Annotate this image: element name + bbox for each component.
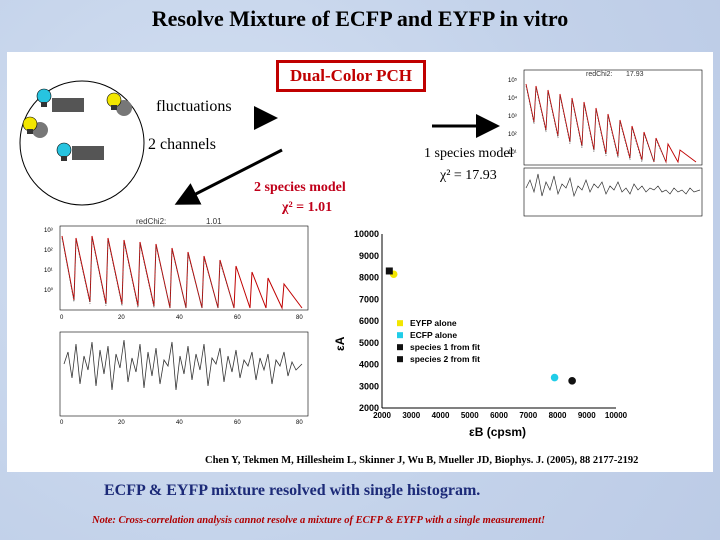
plot-two-tick: 10¹ (44, 268, 53, 274)
slide-title: Resolve Mixture of ECFP and EYFP in vitr… (151, 6, 569, 31)
plot-two-xtick: 40 (176, 315, 183, 321)
plot-two-xtick: 80 (296, 315, 303, 321)
plot-two-xtick: 80 (296, 420, 303, 424)
y-axis-label: εA (333, 336, 347, 351)
x-tick-label: 10000 (605, 411, 628, 420)
summary-text: ECFP & EYFP mixture resolved with single… (104, 482, 481, 499)
y-tick-label: 4000 (359, 360, 379, 370)
one-species-chi: χ² = 17.93 (440, 168, 497, 183)
detector-icon-1 (36, 88, 84, 112)
x-tick-label: 7000 (519, 411, 537, 420)
plot-one-tick: 10² (508, 132, 517, 138)
legend-marker (397, 356, 403, 363)
x-tick-label: 4000 (432, 411, 450, 420)
plot-one-tick: 10³ (508, 114, 517, 120)
y-tick-label: 10000 (354, 229, 379, 239)
plot-one-tick: 10¹ (508, 150, 517, 156)
scatter-point (385, 267, 393, 275)
two-species-fit-plot: redChi2: 1.01 10³ 10² 10¹ 10⁰ 0 20 40 60… (44, 217, 309, 424)
plot-two-tick: 10² (44, 248, 53, 254)
x-tick-label: 8000 (549, 411, 567, 420)
plot-two-header-value: 1.01 (206, 217, 222, 226)
one-species-fit-plot: redChi2: 17.93 10⁵ 10⁴ 10³ 10² 10¹ (508, 69, 703, 217)
y-tick-label: 8000 (359, 273, 379, 283)
brightness-scatter-chart: 2000 3000 4000 5000 6000 7000 8000 9000 10000 200… (333, 229, 628, 439)
note-text: Note: Cross-correlation analysis cannot … (92, 515, 546, 526)
scatter-point (550, 373, 559, 382)
detector-diagram (19, 80, 145, 206)
legend-marker (397, 332, 403, 339)
one-species-label: 1 species model (424, 146, 514, 161)
citation: Chen Y, Tekmen M, Hillesheim L, Skinner … (205, 455, 639, 466)
plot-two-xtick: 0 (60, 315, 64, 321)
plot-two-xtick: 40 (176, 420, 183, 424)
plot-two-xtick: 60 (234, 315, 241, 321)
plot-two-data-points (61, 237, 235, 309)
y-tick-label: 9000 (359, 251, 379, 261)
x-tick-label: 3000 (402, 411, 420, 420)
two-species-label: 2 species model (254, 180, 346, 195)
plot-two-residuals (63, 339, 303, 391)
x-tick-label: 6000 (490, 411, 508, 420)
plot-one-tick: 10⁵ (508, 77, 518, 84)
legend-label: species 2 from fit (410, 354, 480, 364)
plot-two-xtick: 20 (118, 420, 125, 424)
detector-icon-3 (22, 116, 48, 138)
dual-color-pch-box: Dual-Color PCH (276, 60, 426, 92)
y-tick-label: 7000 (359, 294, 379, 304)
plot-one-tick: 10⁴ (508, 95, 518, 102)
plot-one-header-value: 17.93 (626, 71, 644, 78)
y-tick-label: 2000 (359, 403, 379, 413)
plot-two-fit-line (61, 235, 303, 310)
two-species-chi: χ² = 1.01 (282, 200, 333, 215)
plot-two-xtick: 0 (60, 420, 64, 424)
plot-one-residuals (525, 173, 701, 198)
legend-label: species 1 from fit (410, 342, 480, 352)
x-axis-label: εB (cpsm) (469, 425, 526, 439)
x-tick-label: 2000 (373, 411, 391, 420)
plot-two-xtick: 20 (118, 315, 125, 321)
channels-label: 2 channels (148, 136, 216, 153)
detector-icon-2 (106, 92, 132, 116)
plot-one-fit-line (525, 83, 697, 164)
detector-icon-4 (56, 142, 104, 161)
x-tick-label: 9000 (578, 411, 596, 420)
plot-two-header-label: redChi2: (136, 217, 166, 226)
fluctuations-label: fluctuations (156, 98, 232, 115)
plot-two-tick: 10⁰ (44, 287, 54, 294)
y-tick-label: 5000 (359, 338, 379, 348)
y-tick-label: 3000 (359, 381, 379, 391)
legend-label: EYFP alone (410, 318, 457, 328)
y-tick-label: 6000 (359, 316, 379, 326)
x-tick-label: 5000 (461, 411, 479, 420)
legend-marker (397, 344, 403, 351)
legend-marker (397, 320, 403, 327)
scatter-point (568, 377, 576, 385)
arrow-to-two-species (174, 148, 283, 205)
plot-two-xtick: 60 (234, 420, 241, 424)
plot-two-tick: 10³ (44, 228, 53, 234)
legend-label: ECFP alone (410, 330, 457, 340)
plot-one-data-points (525, 85, 667, 163)
plot-one-header-label: redChi2: (586, 71, 613, 78)
